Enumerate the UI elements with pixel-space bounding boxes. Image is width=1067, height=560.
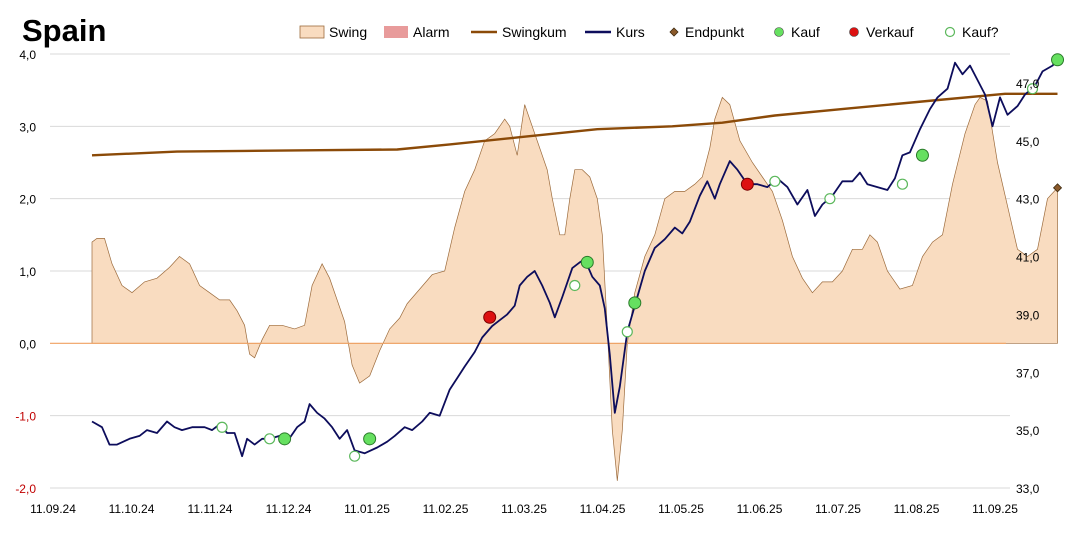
legend-item: Kauf? [944,24,999,40]
marker-layer [216,53,1065,462]
kauf-fraglich-marker [621,326,633,338]
x-tick-label: 11.10.24 [109,502,155,516]
left-tick-label: -2,0 [15,482,36,496]
kauf-fraglich-marker [349,450,361,462]
kauf-marker [915,148,929,162]
legend-swatch [774,27,784,37]
x-tick-label: 11.11.24 [188,502,233,516]
x-tick-label: 11.09.25 [972,502,1018,516]
legend-item: Verkauf [849,24,914,40]
legend-label: Swing [329,24,367,40]
legend-label: Endpunkt [685,24,744,40]
kauf-fraglich-marker [263,433,276,445]
right-tick-label: 41,0 [1016,251,1040,265]
kauf-marker [1051,53,1065,67]
x-tick-label: 11.06.25 [737,502,783,516]
legend-item: Kurs [585,24,645,40]
legend-label: Kurs [616,24,645,40]
x-tick-label: 11.07.25 [815,502,861,516]
legend-swatch [849,27,859,37]
legend: Swing Alarm Swingkum Kurs Endpunkt Kauf Verkau… [299,24,999,40]
kauf-fraglich-marker [824,193,836,205]
legend-label: Verkauf [866,24,914,40]
legend-item: Kauf [774,24,820,40]
kauf-marker [628,296,642,310]
left-tick-label: 0,0 [19,337,36,351]
x-tick-label: 11.03.25 [501,502,547,516]
swingkum-line [91,92,1058,157]
left-tick-label: 1,0 [19,265,36,279]
kauf-fraglich-marker [769,175,781,187]
legend-item: Endpunkt [669,24,744,40]
legend-label: Swingkum [502,24,567,40]
right-tick-label: 39,0 [1016,308,1040,322]
verkauf-marker [740,177,754,191]
legend-label: Alarm [413,24,450,40]
legend-item: Swing [299,24,367,40]
kauf-marker [278,432,292,446]
legend-swatch [669,27,679,37]
legend-item: Alarm [384,24,450,40]
right-tick-label: 35,0 [1016,424,1040,438]
right-tick-label: 43,0 [1016,193,1040,207]
x-tick-label: 11.08.25 [894,502,940,516]
right-tick-label: 37,0 [1016,366,1040,380]
legend-swatch [944,26,956,38]
kauf-fraglich-marker [569,279,581,292]
kauf-fraglich-marker [1026,83,1039,95]
legend-item: Swingkum [471,24,567,40]
chart-title: Spain [22,13,106,48]
line-series-layer [91,59,1059,458]
left-tick-label: 2,0 [19,193,36,207]
left-tick-label: -1,0 [15,410,36,424]
legend-swatch [384,26,408,38]
legend-label: Kauf [791,24,820,40]
x-tick-label: 11.02.25 [423,502,469,516]
kauf-fraglich-marker [216,421,228,433]
x-tick-label: 11.05.25 [658,502,704,516]
x-tick-label: 11.04.25 [580,502,626,516]
endpunkt-marker [1052,183,1063,193]
x-tick-label: 11.09.24 [30,502,76,516]
legend-swatch [299,25,325,39]
right-tick-label: 33,0 [1016,482,1040,496]
kauf-fraglich-marker [896,178,909,190]
kauf-marker [363,432,377,446]
right-tick-label: 47,0 [1016,77,1040,91]
kurs-line [91,59,1059,458]
left-tick-label: 4,0 [19,48,36,62]
x-tick-label: 11.12.24 [266,502,312,516]
verkauf-marker [483,310,497,324]
kauf-marker [580,255,594,269]
legend-label: Kauf? [962,24,999,40]
left-tick-label: 3,0 [19,120,36,134]
axes: -2,0 -1,0 0,0 1,0 2,0 3,0 4,0 33,0 35,0 37,0 39,0 4… [15,48,1039,516]
right-tick-label: 45,0 [1016,135,1040,149]
x-tick-label: 11.01.25 [344,502,390,516]
